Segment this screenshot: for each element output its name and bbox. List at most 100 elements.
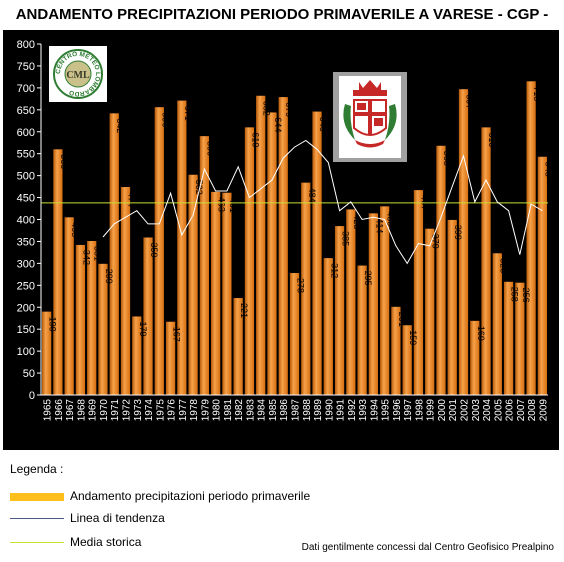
bar-1996 <box>391 306 401 395</box>
bar-1998 <box>413 190 424 395</box>
x-tick-label: 2004 <box>482 399 493 422</box>
x-tick-label: 1967 <box>65 399 76 422</box>
x-tick-label: 1972 <box>122 399 133 422</box>
bar-1975 <box>154 107 164 396</box>
bar-value-label: 590 <box>205 141 215 156</box>
y-tick-label: 800 <box>17 39 35 51</box>
bar-value-label: 430 <box>386 211 396 226</box>
bar-value-label: 295 <box>363 271 373 286</box>
x-tick-label: 1971 <box>110 399 121 422</box>
bar-value-label: 399 <box>453 225 463 240</box>
y-tick-label: 100 <box>17 346 35 358</box>
bar-value-label: 568 <box>442 151 452 166</box>
bar-1985 <box>267 112 277 395</box>
x-tick-label: 1995 <box>381 399 392 422</box>
y-tick-label: 550 <box>17 149 35 161</box>
bar-1971 <box>109 113 119 395</box>
chart-area: 0 50 100 150 200 250 300 350 400 450 500 550 600 650 7… <box>3 30 559 450</box>
y-tick-label: 150 <box>17 324 35 336</box>
x-tick-label: 2001 <box>448 399 459 422</box>
y-tick-label: 650 <box>17 105 35 117</box>
bar-1988 <box>301 182 311 395</box>
bar-value-label: 671 <box>183 106 193 121</box>
legend-label: Andamento precipitazioni periodo primave… <box>70 489 311 503</box>
bar-2004 <box>481 127 491 396</box>
x-tick-label: 2002 <box>460 399 471 422</box>
bar-1997 <box>402 325 412 395</box>
x-tick-label: 1999 <box>426 399 437 422</box>
x-tick-label: 1987 <box>291 399 302 422</box>
x-tick-label: 1993 <box>358 399 369 422</box>
x-tick-label: 1996 <box>392 399 403 422</box>
bar-1974 <box>143 237 153 395</box>
x-tick-label: 1986 <box>279 399 290 422</box>
precipitation-chart: 0 50 100 150 200 250 300 350 400 450 500 550 600 650 7… <box>17 39 554 422</box>
trend-line <box>102 139 543 265</box>
bar-2000 <box>436 145 446 395</box>
x-tick-label: 2003 <box>471 399 482 422</box>
x-tick-label: 1978 <box>189 399 200 422</box>
x-tick-label: 1979 <box>200 399 211 422</box>
bar-1980 <box>211 191 221 395</box>
bar-value-label: 560 <box>59 154 69 169</box>
x-tick-label: 1992 <box>347 399 358 422</box>
bar-value-label: 610 <box>250 132 260 147</box>
trend-polyline <box>102 139 543 265</box>
y-tick-label: 700 <box>17 83 35 95</box>
logo-center-text: CML <box>66 70 90 81</box>
bar-1994 <box>368 213 378 395</box>
y-tick-label: 300 <box>17 258 35 270</box>
bar-value-label: 682 <box>262 101 272 116</box>
x-tick-label: 1990 <box>324 399 335 422</box>
bar-value-label: 351 <box>93 246 103 261</box>
bar-value-label: 543 <box>543 162 553 177</box>
y-tick-label: 600 <box>17 127 35 139</box>
bar-value-label: 385 <box>341 231 351 246</box>
bar-value-label: 646 <box>318 117 328 132</box>
x-axis: 1965 1966 1967 1968 1969 1970 1971 1972 1973 1974… <box>41 394 549 422</box>
bar-value-label: 201 <box>397 312 407 327</box>
bar-value-label: 379 <box>431 234 441 249</box>
bar-value-label: 463 <box>217 197 227 212</box>
chart-title: ANDAMENTO PRECIPITAZIONI PERIODO PRIMAVE… <box>15 6 549 23</box>
x-tick-label: 2005 <box>493 399 504 422</box>
x-tick-label: 1985 <box>268 399 279 422</box>
y-tick-label: 350 <box>17 236 35 248</box>
y-tick-label: 450 <box>17 193 35 205</box>
y-tick-label: 400 <box>17 215 35 227</box>
bar-value-label: 715 <box>532 86 542 101</box>
x-tick-label: 1974 <box>144 399 155 422</box>
bar-value-label: 359 <box>149 242 159 257</box>
x-tick-label: 1975 <box>155 399 166 422</box>
bar-2005 <box>492 253 502 395</box>
bar-value-label: 221 <box>239 303 249 318</box>
bar-1966 <box>53 149 63 395</box>
credits: Dati gentilmente concessi dal Centro Geo… <box>301 542 554 553</box>
bar-1983 <box>244 127 255 396</box>
bar-1978 <box>188 174 198 395</box>
y-axis: 0 50 100 150 200 250 300 350 400 450 500 550 600 650 7… <box>17 39 42 402</box>
bar-value-label: 474 <box>127 192 137 207</box>
bar-1984 <box>256 95 266 396</box>
bar-1979 <box>199 136 209 395</box>
y-tick-label: 200 <box>17 302 35 314</box>
x-tick-label: 1969 <box>88 399 99 422</box>
bar-1976 <box>165 321 176 395</box>
bar-1987 <box>289 273 300 395</box>
x-tick-label: 1982 <box>234 399 245 422</box>
x-tick-label: 2006 <box>505 399 516 422</box>
bar-value-label: 179 <box>138 321 148 336</box>
bar-value-label: 502 <box>194 180 204 195</box>
bar-value-label: 610 <box>487 132 497 147</box>
legend-swatch <box>10 493 64 501</box>
x-tick-label: 1989 <box>313 399 324 422</box>
x-tick-label: 1991 <box>336 399 347 422</box>
bar-value-label: 461 <box>228 198 238 213</box>
x-tick-label: 1976 <box>167 399 178 422</box>
y-tick-label: 750 <box>17 61 35 73</box>
legend-label: Linea di tendenza <box>70 511 165 525</box>
bar-1973 <box>132 316 142 395</box>
bar-value-label: 299 <box>104 269 114 284</box>
x-tick-label: 1984 <box>257 399 268 422</box>
